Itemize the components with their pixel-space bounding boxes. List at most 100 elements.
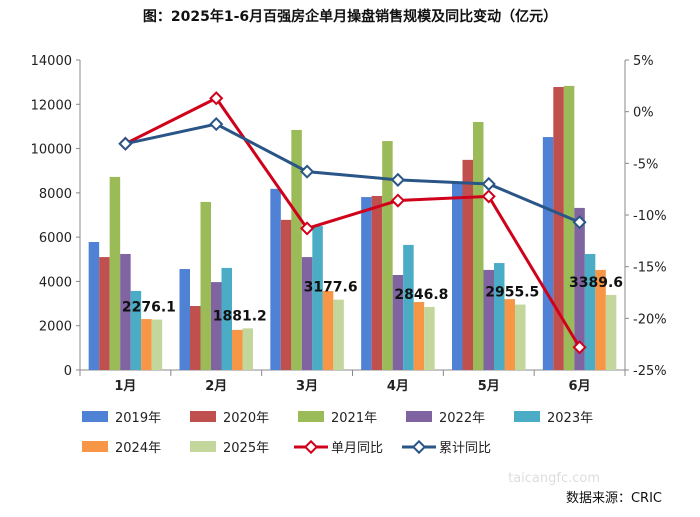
- legend-label: 2020年: [223, 411, 269, 426]
- bar-2023年: [403, 244, 414, 370]
- data-label: 3389.6: [569, 275, 623, 291]
- marker-累计同比: [572, 215, 587, 230]
- legend-swatch: [298, 411, 324, 422]
- legend-label: 单月同比: [331, 441, 383, 456]
- x-tick-label: 5月: [478, 379, 500, 394]
- bar-2024年: [504, 299, 515, 370]
- y2-tick-label: -5%: [633, 157, 658, 172]
- bar-2020年: [371, 195, 383, 370]
- bar-2021年: [291, 129, 302, 370]
- bar-2022年: [301, 257, 313, 370]
- legend-marker: [411, 439, 427, 455]
- bar-2025年: [242, 328, 253, 370]
- bar-2022年: [392, 275, 404, 370]
- marker-累计同比: [209, 116, 224, 132]
- bar-2023年: [221, 267, 232, 370]
- bar-2020年: [553, 87, 564, 370]
- bar-2020年: [280, 219, 292, 370]
- y-tick-label: 6000: [39, 231, 72, 246]
- marker-累计同比: [118, 136, 133, 151]
- y-tick-label: 4000: [39, 275, 72, 290]
- marker-单月同比: [481, 189, 496, 204]
- legend-swatch: [514, 411, 540, 422]
- bar-2024年: [141, 319, 152, 370]
- marker-单月同比: [390, 193, 405, 208]
- legend-label: 2022年: [439, 411, 485, 426]
- marker-单月同比: [300, 221, 315, 236]
- y-tick-label: 2000: [39, 320, 72, 335]
- y2-tick-label: 5%: [633, 54, 654, 69]
- bar-2021年: [109, 176, 121, 370]
- legend-swatch: [82, 411, 108, 422]
- data-label: 3177.6: [304, 280, 358, 296]
- y-tick-label: 14000: [31, 54, 72, 69]
- legend-label: 2023年: [547, 411, 593, 426]
- bar-2021年: [382, 141, 393, 370]
- y-tick-label: 0: [64, 364, 72, 379]
- bar-2022年: [211, 282, 222, 370]
- legend-swatch: [190, 411, 216, 422]
- legend-label: 2024年: [115, 441, 161, 456]
- line-单月同比: [124, 96, 581, 349]
- bar-2020年: [99, 257, 110, 370]
- x-tick-label: 1月: [114, 379, 136, 394]
- bar-2024年: [322, 290, 334, 370]
- marker-累计同比: [390, 172, 405, 187]
- y2-tick-label: -15%: [633, 261, 667, 276]
- legend-marker: [303, 439, 319, 455]
- line-累计同比: [125, 122, 581, 224]
- bar-2020年: [462, 159, 473, 370]
- bar-2025年: [333, 299, 344, 370]
- x-tick-label: 2月: [205, 379, 227, 394]
- marker-单月同比: [572, 340, 587, 355]
- bar-2023年: [312, 226, 323, 370]
- bar-2022年: [483, 269, 494, 370]
- bar-2020年: [190, 306, 201, 370]
- y2-tick-label: 0%: [633, 106, 654, 121]
- y-tick-label: 8000: [39, 187, 72, 202]
- bar-2024年: [595, 269, 606, 370]
- y2-tick-label: -25%: [633, 364, 667, 379]
- bar-2024年: [413, 302, 425, 370]
- data-label: 2955.5: [485, 285, 539, 301]
- bar-2019年: [88, 242, 100, 370]
- bar-2021年: [563, 85, 575, 371]
- y2-tick-label: -10%: [633, 209, 667, 224]
- x-tick-label: 6月: [569, 379, 591, 394]
- x-tick-label: 3月: [296, 379, 318, 394]
- legend-label: 2021年: [331, 411, 377, 426]
- legend-label: 累计同比: [439, 441, 491, 456]
- bar-2023年: [584, 253, 596, 370]
- bar-2025年: [515, 304, 526, 370]
- x-tick-label: 4月: [387, 379, 409, 394]
- bar-2024年: [232, 329, 243, 370]
- legend-swatch: [406, 411, 432, 422]
- marker-累计同比: [300, 164, 315, 179]
- marker-单月同比: [209, 91, 224, 106]
- marker-累计同比: [481, 176, 496, 192]
- legend-swatch: [82, 441, 108, 452]
- legend-label: 2019年: [115, 411, 161, 426]
- bar-2022年: [574, 207, 585, 370]
- chart-title: 图：2025年1-6月百强房企单月操盘销售规模及同比变动（亿元）: [143, 8, 557, 25]
- legend-swatch: [190, 441, 216, 452]
- legend-label: 2025年: [223, 441, 269, 456]
- bar-2021年: [200, 201, 211, 370]
- bar-2019年: [179, 269, 190, 370]
- data-label: 1881.2: [213, 308, 267, 324]
- y-tick-label: 10000: [31, 143, 72, 158]
- bar-2019年: [361, 197, 372, 370]
- source-note: 数据来源：CRIC: [566, 491, 662, 506]
- bar-2021年: [473, 122, 484, 370]
- bar-2019年: [452, 182, 463, 370]
- y2-tick-label: -20%: [633, 312, 667, 327]
- y-tick-label: 12000: [31, 98, 72, 113]
- bar-2025年: [605, 294, 617, 370]
- bar-2025年: [151, 319, 163, 370]
- bar-2025年: [424, 306, 435, 370]
- watermark: taicangfc.com: [508, 471, 600, 486]
- data-label: 2276.1: [122, 300, 176, 316]
- bar-2023年: [130, 290, 142, 370]
